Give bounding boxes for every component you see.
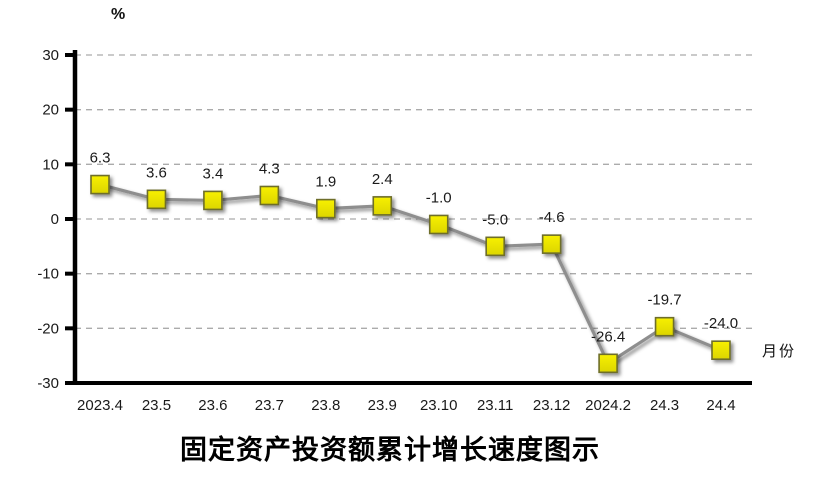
y-axis-unit-label: % [111, 6, 126, 23]
x-tick-label: 23.9 [368, 397, 397, 414]
data-point-label: 3.6 [146, 164, 167, 181]
data-point-marker [541, 234, 562, 254]
data-point-label: -5.0 [482, 211, 508, 228]
data-point-label: 1.9 [315, 174, 336, 191]
chart-title: 固定资产投资额累计增长速度图示 [180, 435, 600, 465]
x-tick-label: 24.4 [706, 397, 735, 414]
x-tick-label: 23.5 [142, 397, 171, 414]
data-point-marker [654, 316, 675, 337]
x-tick-label: 23.8 [311, 397, 340, 414]
data-point-label: 3.4 [202, 165, 223, 182]
data-point-marker [259, 185, 280, 206]
x-tick-label: 23.12 [533, 397, 571, 414]
y-tick-label: -20 [37, 320, 59, 337]
y-tick-label: 20 [42, 102, 59, 119]
y-tick-label: 30 [42, 47, 59, 64]
data-point-label: -24.0 [704, 315, 738, 332]
x-tick-label: 24.3 [650, 397, 679, 414]
y-tick-label: 0 [51, 211, 59, 228]
data-point-marker [90, 174, 110, 195]
data-point-marker [146, 189, 167, 210]
x-tick-label: 23.7 [255, 397, 284, 414]
x-tick-label: 23.10 [420, 397, 458, 414]
x-tick-label: 2024.2 [585, 397, 631, 414]
data-point-label: -26.4 [591, 328, 625, 345]
x-axis-unit-label: 月份 [762, 343, 797, 360]
data-point-label: 2.4 [372, 171, 393, 188]
data-point-label: -4.6 [539, 209, 565, 226]
data-point-label: 6.3 [90, 150, 111, 167]
data-point-marker [485, 236, 505, 257]
y-tick-label: 10 [42, 156, 59, 173]
x-tick-label: 23.11 [477, 397, 513, 414]
data-point-marker [203, 190, 223, 211]
data-point-marker [711, 340, 731, 361]
data-point-marker [372, 196, 393, 216]
y-tick-label: -10 [37, 266, 59, 283]
data-point-label: -1.0 [426, 189, 452, 206]
data-point-label: 4.3 [259, 160, 280, 177]
x-tick-label: 23.6 [198, 397, 227, 414]
y-tick-label: -30 [37, 375, 59, 392]
data-point-marker [316, 198, 336, 219]
x-tick-label: 2023.4 [77, 397, 123, 414]
data-point-label: -19.7 [647, 292, 681, 309]
data-point-marker [598, 353, 618, 374]
data-point-marker [428, 214, 449, 235]
